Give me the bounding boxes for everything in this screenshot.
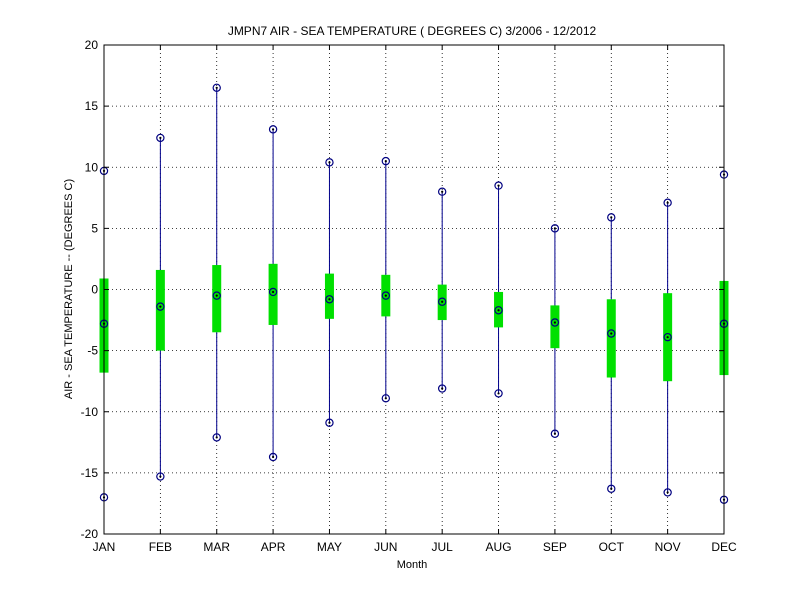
median-marker-jun [381, 291, 391, 300]
max-marker-sep [550, 224, 560, 233]
min-marker-oct [607, 484, 616, 493]
max-marker-dot-nov [666, 201, 669, 204]
min-marker-nov [663, 488, 672, 497]
chart-title: JMPN7 AIR - SEA TEMPERATURE ( DEGREES C)… [228, 24, 597, 38]
max-marker-nov [663, 198, 672, 207]
median-marker-aug [494, 306, 503, 315]
max-marker-dot-jun [384, 160, 387, 163]
x-tick-label-mar: MAR [203, 540, 230, 554]
median-marker-oct [607, 329, 616, 338]
x-axis-label: Month [397, 559, 428, 571]
median-marker-dot-jul [441, 300, 444, 303]
max-marker-dot-oct [610, 216, 613, 219]
x-tick-label-jul: JUL [432, 540, 454, 554]
median-marker-dot-nov [666, 336, 669, 339]
median-marker-dot-sep [553, 321, 557, 324]
x-tick-label-may: MAY [317, 540, 342, 554]
min-marker-aug [494, 389, 503, 398]
min-marker-mar [212, 433, 221, 442]
max-marker-dot-feb [159, 136, 162, 140]
x-tick-label-dec: DEC [711, 540, 737, 554]
max-marker-dot-mar [215, 86, 218, 89]
y-tick-label: -10 [81, 405, 99, 419]
max-marker-oct [607, 213, 616, 222]
median-marker-mar [212, 291, 221, 300]
median-marker-dot-mar [215, 294, 218, 297]
tick-layer: -20 -15 -10 -5 0 5 10 15 20 JAN FEB MAR APR MAY JUN JUL… [81, 38, 737, 554]
median-marker-jul [437, 297, 447, 306]
max-marker-may [325, 158, 334, 167]
y-tick-label: 0 [91, 283, 98, 297]
median-marker-dot-oct [610, 332, 613, 335]
iqr-box-apr [268, 263, 278, 325]
x-tick-label-jan: JAN [93, 540, 116, 554]
max-marker-apr [268, 125, 278, 134]
median-marker-dot-may [328, 298, 331, 301]
min-marker-dot-nov [666, 491, 669, 494]
min-marker-dot-may [328, 421, 331, 424]
min-marker-dot-aug [497, 392, 500, 395]
iqr-box-sep [550, 305, 560, 349]
median-marker-feb [156, 302, 165, 311]
min-marker-may [325, 418, 334, 427]
max-marker-dot-sep [553, 227, 557, 230]
y-axis-label: AIR - SEA TEMPERATURE -- (DEGREES C) [63, 179, 75, 399]
y-tick-label: 20 [85, 38, 99, 52]
median-marker-dot-aug [497, 309, 500, 312]
iqr-box-oct [606, 299, 616, 378]
y-tick-label: -5 [87, 344, 98, 358]
max-marker-mar [212, 83, 221, 92]
y-tick-label: 10 [85, 160, 99, 174]
max-marker-feb [156, 133, 165, 143]
min-marker-jul [437, 384, 447, 393]
x-tick-label-nov: NOV [655, 540, 681, 554]
min-marker-feb [156, 472, 165, 481]
max-marker-dot-apr [271, 128, 275, 131]
min-marker-dot-mar [215, 436, 218, 439]
max-marker-dot-may [328, 161, 331, 164]
y-tick-label: 15 [85, 99, 99, 113]
min-marker-jun [381, 394, 391, 403]
median-marker-may [325, 295, 334, 304]
y-tick-label: -20 [81, 527, 99, 541]
x-tick-label-aug: AUG [486, 540, 512, 554]
x-tick-label-oct: OCT [599, 540, 625, 554]
max-marker-jun [381, 156, 391, 166]
median-marker-apr [268, 287, 278, 297]
min-marker-sep [550, 429, 560, 438]
median-marker-dot-jun [384, 294, 387, 297]
max-marker-aug [494, 181, 503, 190]
min-marker-dot-jun [384, 397, 387, 400]
y-tick-label: 5 [91, 221, 98, 235]
x-tick-label-feb: FEB [149, 540, 172, 554]
max-marker-dot-aug [497, 184, 500, 187]
min-marker-apr [268, 452, 278, 462]
y-tick-label: -15 [81, 466, 99, 480]
x-tick-label-apr: APR [261, 540, 286, 554]
min-marker-dot-sep [553, 432, 557, 435]
min-marker-dot-apr [271, 455, 275, 459]
min-marker-dot-oct [610, 487, 613, 490]
max-marker-jul [437, 187, 447, 196]
median-marker-sep [550, 318, 560, 327]
median-marker-nov [663, 332, 672, 342]
min-marker-dot-feb [159, 475, 162, 478]
median-marker-dot-apr [271, 290, 275, 294]
max-marker-dot-jul [441, 190, 444, 193]
median-marker-dot-feb [159, 305, 162, 308]
min-marker-dot-jul [441, 387, 444, 390]
x-tick-label-sep: SEP [543, 540, 567, 554]
x-tick-label-jun: JUN [374, 540, 397, 554]
